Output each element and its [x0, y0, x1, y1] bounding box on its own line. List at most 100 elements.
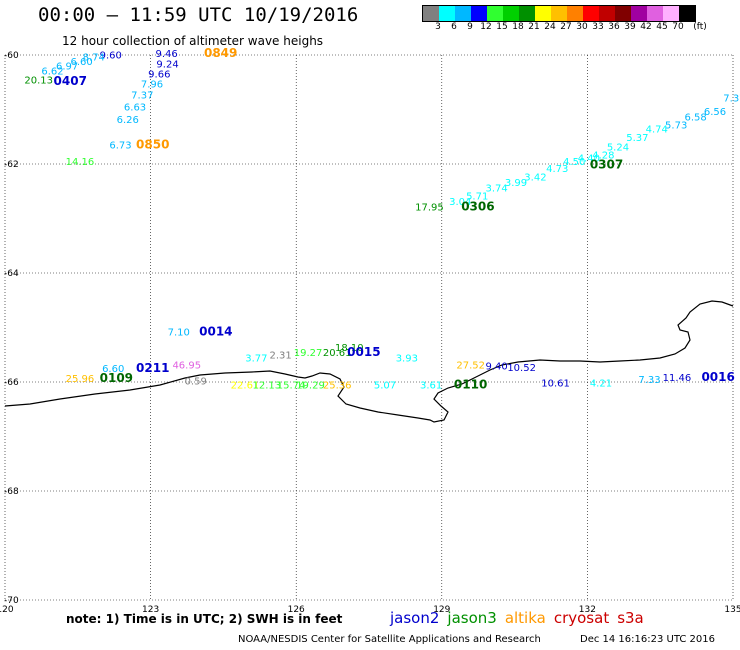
time-label: 0211 — [136, 361, 169, 375]
time-label: 0850 — [136, 138, 169, 152]
swh-label: 4.21 — [590, 378, 612, 389]
color-scale-tick: 21 — [528, 22, 540, 32]
color-scale-tick: 45 — [656, 22, 668, 32]
swh-label: 17.95 — [415, 202, 444, 213]
satellite-legend-jason2: jason2 — [390, 609, 440, 627]
color-scale-tick: 42 — [640, 22, 652, 32]
color-scale-tick: 70 — [672, 22, 684, 32]
generated-timestamp: Dec 14 16:16:23 UTC 2016 — [580, 634, 715, 645]
time-label: 0407 — [54, 74, 87, 88]
color-scale-tick: 12 — [480, 22, 492, 32]
time-label: 0014 — [199, 325, 232, 339]
swh-label: 3.74 — [485, 183, 507, 194]
swh-label: 4.74 — [646, 124, 668, 135]
credit-text: NOAA/NESDIS Center for Satellite Applica… — [238, 634, 541, 645]
swh-label: 6.60 — [71, 57, 93, 68]
swh-label: 5.37 — [626, 133, 648, 144]
color-swatch — [551, 6, 567, 21]
color-scale-tick: 33 — [592, 22, 604, 32]
color-scale-tick: 18 — [512, 22, 524, 32]
swh-label: 6.58 — [684, 112, 706, 123]
color-swatch — [503, 6, 519, 21]
swh-label: 3.99 — [505, 178, 527, 189]
color-swatch — [487, 6, 503, 21]
latitude-tick-label: -62 — [4, 160, 19, 170]
time-label: 0015 — [347, 345, 380, 359]
swh-label: 10.52 — [507, 363, 536, 374]
color-swatch — [631, 6, 647, 21]
color-swatch — [455, 6, 471, 21]
swh-label: 7.37 — [131, 91, 153, 102]
color-swatch — [615, 6, 631, 21]
footer-note: note: 1) Time is in UTC; 2) SWH is in fe… — [66, 612, 343, 626]
color-swatch — [599, 6, 615, 21]
color-scale-tick: 24 — [544, 22, 556, 32]
swh-label: 3.61 — [420, 381, 442, 392]
time-label: 0306 — [461, 199, 494, 213]
map-labels: 9.469.609.248.746.606.976.6220.139.667.9… — [24, 46, 740, 391]
swh-label: 12.13 — [253, 381, 282, 392]
color-scale-bar — [422, 5, 696, 22]
longitude-tick-label: 129 — [433, 605, 450, 615]
color-swatch — [647, 6, 663, 21]
swh-label: 22.61 — [231, 381, 260, 392]
coastline — [4, 300, 734, 423]
swh-label: 8.74 — [83, 52, 105, 63]
swh-label: 20.61 — [323, 348, 352, 359]
swh-label: 6.97 — [56, 62, 78, 73]
swh-label: 6.62 — [41, 67, 63, 78]
map-grid — [4, 54, 734, 601]
swh-label: 27.52 — [456, 360, 485, 371]
swh-label: 46.95 — [172, 360, 201, 371]
satellite-legend: jason2 jason3 altika cryosat s3a — [390, 609, 652, 627]
swh-label: 3.42 — [524, 172, 546, 183]
swh-label: 4.73 — [546, 164, 568, 175]
longitude-tick-label: 126 — [288, 605, 305, 615]
color-swatch — [679, 6, 695, 21]
satellite-legend-s3a: s3a — [617, 609, 644, 627]
time-label: 0016 — [701, 370, 734, 384]
longitude-tick-label: 120 — [0, 605, 14, 615]
color-swatch — [439, 6, 455, 21]
swh-label: 9.46 — [155, 49, 177, 60]
page-title: 00:00 – 11:59 UTC 10/19/2016 — [38, 4, 359, 26]
color-swatch — [471, 6, 487, 21]
swh-label: 4.50 — [563, 157, 585, 168]
swh-label: 7.10 — [168, 328, 190, 339]
swh-label: 6.56 — [704, 107, 726, 118]
color-scale-labels: 3 6 9 12 15 18 21 24 27 30 33 36 39 42 45 70 (ft) — [422, 22, 740, 34]
color-swatch — [423, 6, 439, 21]
coastline-path — [4, 300, 734, 423]
color-scale-tick: 39 — [624, 22, 636, 32]
latitude-tick-label: -64 — [4, 269, 19, 279]
swh-label: 25.96 — [66, 374, 95, 385]
swh-label: 25.36 — [323, 381, 352, 392]
swh-label: 7.37 — [723, 93, 740, 104]
swh-label: 4.40 — [578, 153, 600, 164]
color-scale-tick: 6 — [451, 22, 457, 32]
color-scale-tick: 36 — [608, 22, 620, 32]
swh-label: 3.93 — [396, 353, 418, 364]
color-swatch — [583, 6, 599, 21]
swh-label: 2.31 — [270, 351, 292, 362]
time-label: 0849 — [204, 46, 237, 60]
color-scale-tick: 3 — [435, 22, 441, 32]
color-scale-tick: 30 — [576, 22, 588, 32]
swh-label: 18.10 — [335, 343, 364, 354]
latitude-tick-label: -60 — [4, 51, 19, 61]
swh-label: 6.60 — [102, 364, 124, 375]
swh-label: 6.63 — [124, 103, 146, 114]
swh-label: 4.28 — [592, 151, 614, 162]
longitude-tick-label: 132 — [579, 605, 596, 615]
color-scale-unit: (ft) — [693, 22, 707, 32]
latitude-tick-label: -66 — [4, 378, 19, 388]
swh-label: 5.73 — [665, 121, 687, 132]
color-scale-tick: 9 — [467, 22, 473, 32]
color-scale-tick: 15 — [496, 22, 508, 32]
swh-label: 6.73 — [109, 141, 131, 152]
swh-label: 5.71 — [466, 191, 488, 202]
swh-label: 10.61 — [541, 378, 570, 389]
satellite-legend-cryosat: cryosat — [553, 609, 610, 627]
swh-label: 11.46 — [663, 373, 692, 384]
swh-label: 9.24 — [156, 60, 178, 71]
